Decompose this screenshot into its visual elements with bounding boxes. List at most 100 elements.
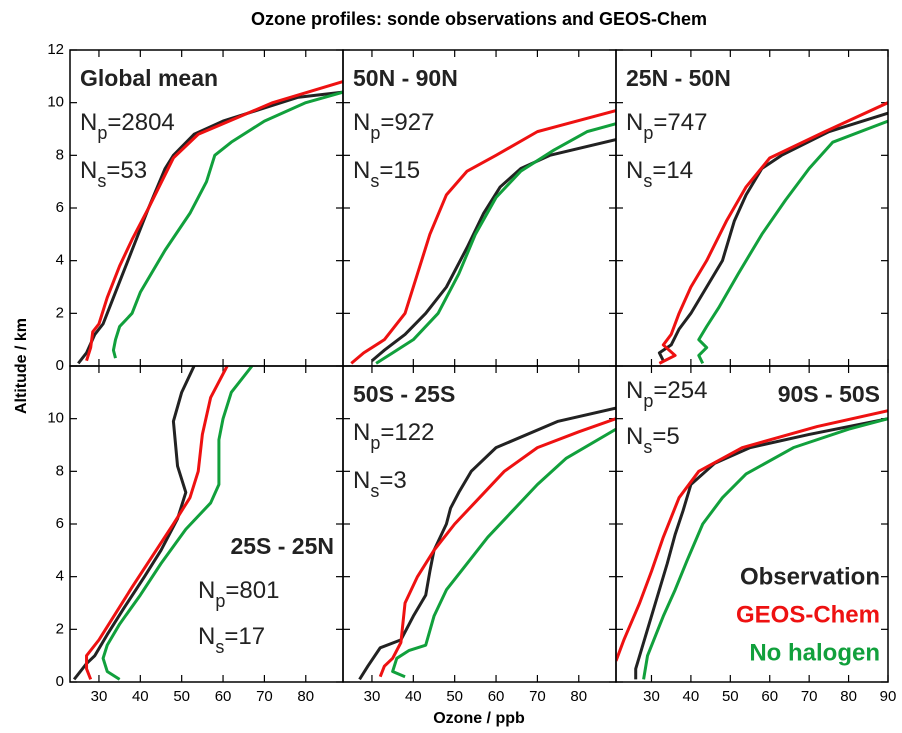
profile-line xyxy=(72,366,196,681)
region-label: 25S - 25N xyxy=(230,533,334,559)
x-tick-label: 40 xyxy=(132,688,149,705)
y-tick-label: 8 xyxy=(56,146,64,163)
x-tick-label: 70 xyxy=(529,688,546,705)
legend-entry: GEOS-Chem xyxy=(736,601,880,628)
annotation-subscript: s xyxy=(643,171,652,191)
x-tick-label: 80 xyxy=(297,688,314,705)
annotation-subscript: p xyxy=(643,391,653,411)
annotation-subscript: s xyxy=(370,481,379,501)
panel-frame xyxy=(615,49,889,367)
annotation-subscript: s xyxy=(643,437,652,457)
annotation-value: =927 xyxy=(380,109,434,136)
profile-line xyxy=(634,417,888,680)
x-axis-label: Ozone / ppb xyxy=(433,710,525,727)
x-tick-label: 80 xyxy=(840,688,857,705)
x-tick-label: 70 xyxy=(256,688,273,705)
region-label: 25N - 50N xyxy=(626,65,731,91)
annotation-symbol: N xyxy=(353,157,370,184)
annotation-symbol: N xyxy=(626,109,643,136)
annotation-symbol: N xyxy=(626,423,643,450)
region-label: 50N - 90N xyxy=(353,65,458,91)
annotation: Ns=53 xyxy=(80,157,147,190)
y-tick-label: 0 xyxy=(56,357,64,374)
y-tick-label: 4 xyxy=(56,252,64,269)
profile-line xyxy=(111,90,343,359)
annotation-subscript: s xyxy=(370,171,379,191)
profile-line xyxy=(85,80,343,362)
x-tick-label: 80 xyxy=(570,688,587,705)
x-tick-label: 60 xyxy=(215,688,232,705)
x-tick-label: 90 xyxy=(880,688,897,705)
y-tick-label: 2 xyxy=(56,304,64,321)
x-tick-label: 30 xyxy=(91,688,108,705)
profile-line xyxy=(378,417,616,678)
profile-line xyxy=(697,119,888,365)
region-label: 90S - 50S xyxy=(778,381,880,407)
annotation: Np=254 xyxy=(626,377,707,410)
annotation-subscript: p xyxy=(97,123,107,143)
annotation-subscript: p xyxy=(370,123,380,143)
profile-line xyxy=(657,111,888,362)
profile-line xyxy=(391,427,616,679)
annotation: Np=122 xyxy=(353,419,434,452)
region-label: 50S - 25S xyxy=(353,381,455,407)
profile-line xyxy=(101,366,254,681)
annotation-subscript: p xyxy=(370,433,380,453)
profile-line xyxy=(616,409,888,662)
y-tick-label: 0 xyxy=(56,673,64,690)
annotation-value: =2804 xyxy=(107,109,174,136)
x-tick-label: 30 xyxy=(643,688,660,705)
y-axis-label: Altitude / km xyxy=(13,318,30,414)
y-tick-label: 10 xyxy=(47,410,64,427)
annotation-value: =747 xyxy=(653,109,707,136)
profile-line xyxy=(358,406,616,681)
annotation-symbol: N xyxy=(626,157,643,184)
annotation-value: =14 xyxy=(652,157,693,184)
annotation: Np=747 xyxy=(626,109,707,142)
y-tick-label: 4 xyxy=(56,568,64,585)
annotation: Ns=14 xyxy=(626,157,693,190)
annotation-value: =5 xyxy=(652,423,679,450)
annotation-value: =53 xyxy=(106,157,147,184)
annotation: Ns=17 xyxy=(198,623,265,656)
profile-line xyxy=(375,122,616,365)
y-tick-label: 10 xyxy=(47,94,64,111)
annotation: Np=927 xyxy=(353,109,434,142)
annotation-symbol: N xyxy=(353,109,370,136)
annotation-symbol: N xyxy=(80,157,97,184)
y-tick-label: 6 xyxy=(56,515,64,532)
annotation-symbol: N xyxy=(198,623,215,650)
y-tick-label: 12 xyxy=(47,41,64,58)
panel-frame xyxy=(615,365,889,683)
annotation-subscript: s xyxy=(97,171,106,191)
annotation-value: =17 xyxy=(224,623,265,650)
y-tick-label: 6 xyxy=(56,199,64,216)
panel-frame xyxy=(342,365,617,683)
annotation-symbol: N xyxy=(353,467,370,494)
legend-entry: Observation xyxy=(740,563,880,590)
annotation: Ns=5 xyxy=(626,423,680,456)
region-label: Global mean xyxy=(80,65,218,91)
annotation-value: =122 xyxy=(380,419,434,446)
annotation-symbol: N xyxy=(80,109,97,136)
annotation-subscript: s xyxy=(215,637,224,657)
chart-title: Ozone profiles: sonde observations and G… xyxy=(251,9,707,29)
annotation-value: =254 xyxy=(653,377,707,404)
annotation-symbol: N xyxy=(353,419,370,446)
y-tick-label: 2 xyxy=(56,620,64,637)
x-tick-label: 40 xyxy=(683,688,700,705)
annotation-symbol: N xyxy=(626,377,643,404)
profile-line xyxy=(350,109,616,365)
x-tick-label: 70 xyxy=(801,688,818,705)
x-tick-label: 40 xyxy=(405,688,422,705)
annotation: Np=801 xyxy=(198,577,279,610)
annotation: Ns=3 xyxy=(353,467,407,500)
annotation-value: =15 xyxy=(379,157,420,184)
annotation-value: =801 xyxy=(225,577,279,604)
annotation-subscript: p xyxy=(643,123,653,143)
y-tick-label: 8 xyxy=(56,462,64,479)
annotation-value: =3 xyxy=(379,467,406,494)
x-tick-label: 60 xyxy=(761,688,778,705)
x-tick-label: 50 xyxy=(173,688,190,705)
